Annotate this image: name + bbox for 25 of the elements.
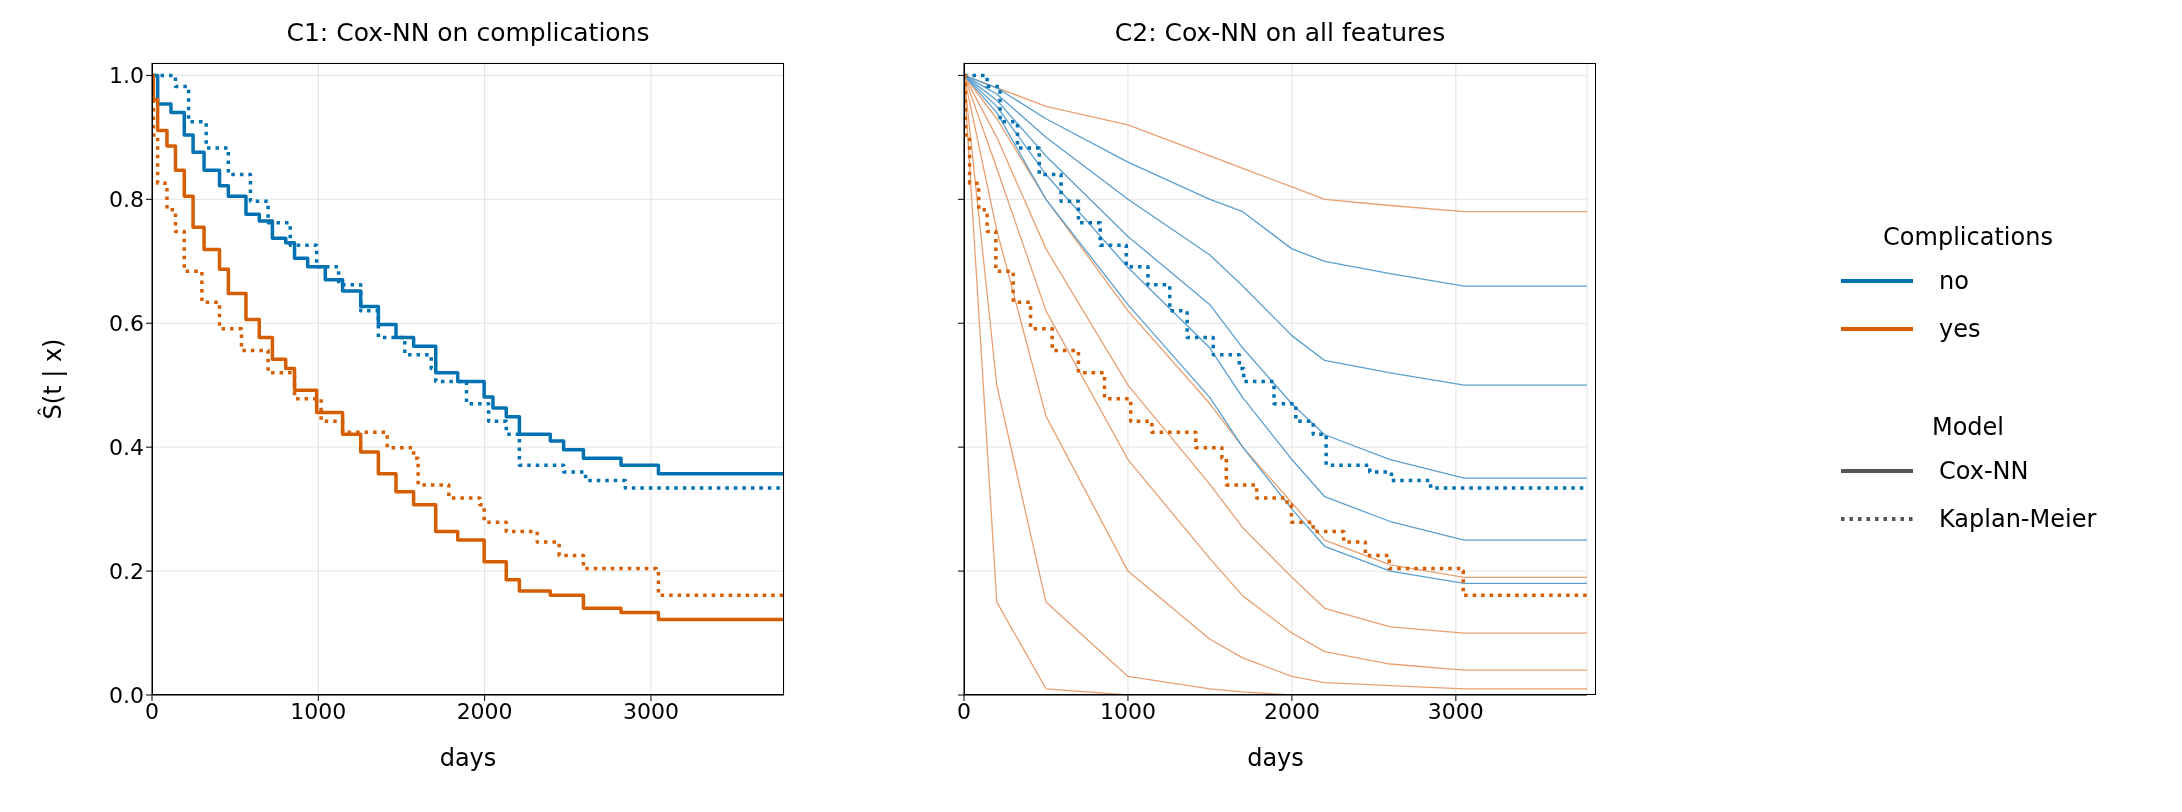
x-tick-label: 2000 — [1263, 698, 1320, 724]
legend-label: yes — [1939, 315, 1982, 343]
x-tick-label: 0 — [145, 698, 159, 724]
x-tick-label: 0 — [957, 698, 971, 724]
y-tick-label: 0.6 — [109, 311, 144, 337]
chart-title: C1: Cox-NN on complications — [285, 18, 651, 47]
x-tick-label: 3000 — [622, 698, 679, 724]
y-tick-label: 0.8 — [109, 187, 144, 213]
y-axis-title: Ŝ(t | x) — [36, 338, 67, 420]
text: Kaplan-Meier — [1939, 505, 2098, 533]
legend-label: no — [1939, 267, 1970, 295]
legend-title: Model — [1930, 413, 2006, 441]
y-tick-label: 0.4 — [109, 434, 144, 460]
chart-title: C2: Cox-NN on all features — [1113, 18, 1447, 47]
x-tick-label: 1000 — [290, 698, 347, 724]
x-tick-label: 2000 — [456, 698, 513, 724]
x-tick-label: 1000 — [1099, 698, 1156, 724]
x-axis-title: days — [1247, 744, 1304, 772]
text: Cox-NN — [1939, 457, 2030, 485]
legend-title: Complications — [1882, 223, 2054, 251]
y-tick-label: 1.0 — [109, 63, 144, 89]
y-tick-label: 0.2 — [109, 558, 144, 584]
y-tick-label: 0.0 — [109, 682, 144, 708]
x-tick-label: 3000 — [1427, 698, 1484, 724]
x-axis-title: days — [439, 744, 497, 772]
